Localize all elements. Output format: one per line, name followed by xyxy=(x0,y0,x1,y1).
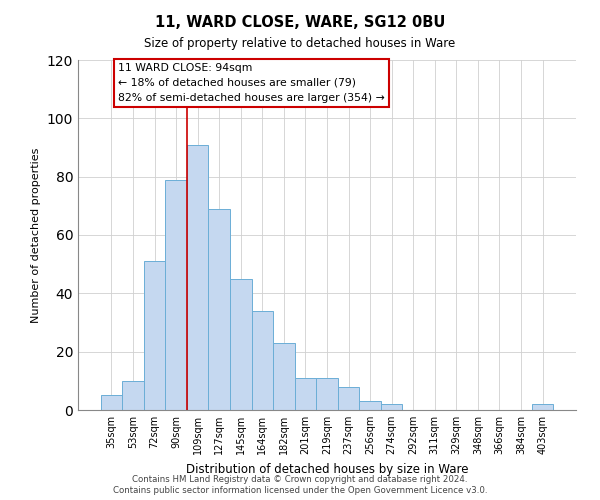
Text: 11, WARD CLOSE, WARE, SG12 0BU: 11, WARD CLOSE, WARE, SG12 0BU xyxy=(155,15,445,30)
Bar xyxy=(187,144,208,410)
X-axis label: Distribution of detached houses by size in Ware: Distribution of detached houses by size … xyxy=(186,462,468,475)
Bar xyxy=(122,381,144,410)
Bar xyxy=(208,209,230,410)
Bar xyxy=(144,261,166,410)
Y-axis label: Number of detached properties: Number of detached properties xyxy=(31,148,41,322)
Bar xyxy=(316,378,338,410)
Bar xyxy=(251,311,273,410)
Bar xyxy=(532,404,553,410)
Text: Contains HM Land Registry data © Crown copyright and database right 2024.: Contains HM Land Registry data © Crown c… xyxy=(132,475,468,484)
Bar xyxy=(273,343,295,410)
Bar xyxy=(166,180,187,410)
Text: Contains public sector information licensed under the Open Government Licence v3: Contains public sector information licen… xyxy=(113,486,487,495)
Bar xyxy=(338,386,359,410)
Text: Size of property relative to detached houses in Ware: Size of property relative to detached ho… xyxy=(145,38,455,51)
Bar xyxy=(381,404,403,410)
Bar xyxy=(101,396,122,410)
Bar xyxy=(230,279,251,410)
Bar xyxy=(359,401,381,410)
Text: 11 WARD CLOSE: 94sqm
← 18% of detached houses are smaller (79)
82% of semi-detac: 11 WARD CLOSE: 94sqm ← 18% of detached h… xyxy=(118,63,385,102)
Bar xyxy=(295,378,316,410)
